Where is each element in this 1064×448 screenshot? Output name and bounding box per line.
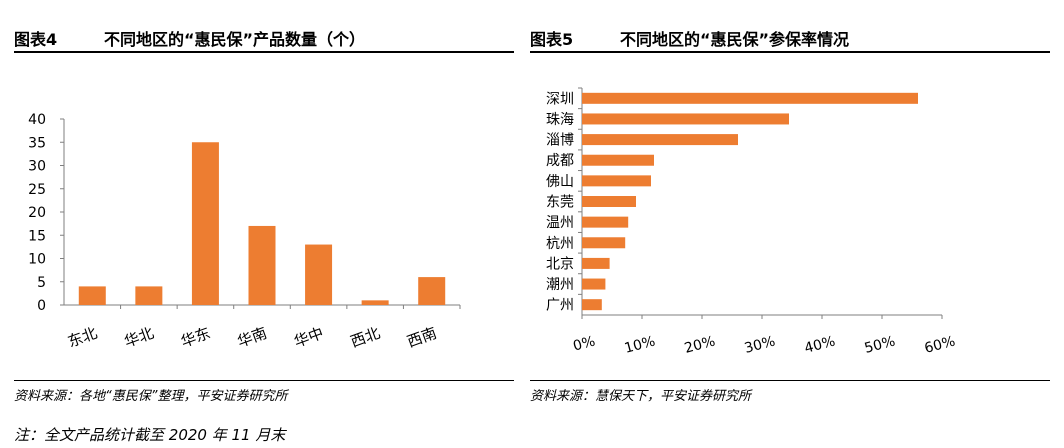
bar-成都 xyxy=(582,154,654,166)
bar-西南 xyxy=(418,277,446,305)
y-tick-label: 25 xyxy=(28,182,46,198)
figure-5-panel: 图表5 不同地区的“惠民保”参保率情况 深圳珠海淄博成都佛山东莞温州杭州北京潮州广… xyxy=(530,0,1050,410)
bar-珠海 xyxy=(582,113,789,125)
y-tick-label: 深圳 xyxy=(546,91,574,107)
y-tick-label: 淄博 xyxy=(546,132,574,149)
figure-4-chart: 0 5 10 15 20 25 30 35 40 东北 华北 华东 华南 华中 西北 西南 xyxy=(28,112,461,351)
y-tick-label: 潮州 xyxy=(546,277,574,293)
y-tick-label: 20 xyxy=(28,205,46,221)
bar-西北 xyxy=(361,300,389,305)
bar-东北 xyxy=(78,286,106,305)
figure-4-title: 图表4 不同地区的“惠民保”产品数量（个） xyxy=(14,26,365,50)
y-tick-label: 35 xyxy=(28,135,46,151)
figure-4-top-rule xyxy=(14,51,514,53)
bar-潮州 xyxy=(582,278,606,290)
y-tick-label: 5 xyxy=(37,275,46,291)
bar-佛山 xyxy=(582,175,651,187)
bar-温州 xyxy=(582,216,629,228)
x-tick-label: 10% xyxy=(623,333,657,357)
y-tick-label: 珠海 xyxy=(546,112,574,128)
y-tick-label: 0 xyxy=(37,298,46,314)
figure-4-bottom-rule xyxy=(14,380,514,381)
figure-4-source: 资料来源：各地“惠民保”整理，平安证券研究所 xyxy=(14,389,288,404)
y-tick-label: 东莞 xyxy=(546,195,574,211)
x-tick-label: 东北 xyxy=(65,324,99,351)
bar-淄博 xyxy=(582,134,738,146)
y-tick-label: 15 xyxy=(28,228,46,244)
x-tick-label: 华东 xyxy=(178,324,212,351)
x-tick-label: 30% xyxy=(743,333,777,357)
figure-4-panel: 图表4 不同地区的“惠民保”产品数量（个） 0 5 10 15 20 25 30 35 40 东北华… xyxy=(14,0,514,410)
bar-深圳 xyxy=(582,92,918,104)
y-tick-label: 30 xyxy=(28,159,46,175)
bar-广州 xyxy=(582,299,602,311)
x-tick-label: 60% xyxy=(923,333,957,357)
bar-北京 xyxy=(582,257,610,269)
x-tick-label: 0% xyxy=(571,333,597,354)
footnote: 注：全文产品统计截至 2020 年 11 月末 xyxy=(14,426,286,444)
x-tick-label: 华北 xyxy=(122,324,156,351)
y-tick-label: 40 xyxy=(28,112,46,128)
figure-5-top-rule xyxy=(530,51,1050,53)
figure-4-number: 图表4 xyxy=(14,30,58,49)
x-tick-label: 西南 xyxy=(405,324,439,351)
figure-5-source: 资料来源：慧保天下，平安证券研究所 xyxy=(530,389,752,404)
y-tick-label: 10 xyxy=(28,252,46,268)
bar-华北 xyxy=(135,286,163,305)
figure-5-title: 图表5 不同地区的“惠民保”参保率情况 xyxy=(530,26,849,50)
bar-华中 xyxy=(305,244,333,305)
figure-5-number: 图表5 xyxy=(530,30,574,49)
y-tick-label: 广州 xyxy=(546,298,574,314)
y-tick-label: 北京 xyxy=(546,256,574,272)
figure-5-bottom-rule xyxy=(530,380,1050,381)
x-tick-label: 20% xyxy=(683,333,717,357)
x-tick-label: 华中 xyxy=(292,324,326,351)
x-tick-label: 西北 xyxy=(348,324,382,351)
figure-4-title-text: 不同地区的“惠民保”产品数量（个） xyxy=(104,30,366,49)
x-tick-label: 40% xyxy=(803,333,837,357)
y-tick-label: 杭州 xyxy=(546,236,574,252)
x-tick-label: 华南 xyxy=(235,324,269,351)
x-tick-label: 50% xyxy=(863,333,897,357)
y-tick-label: 温州 xyxy=(546,215,574,231)
y-tick-label: 成都 xyxy=(546,153,574,169)
bar-东莞 xyxy=(582,196,636,207)
bar-杭州 xyxy=(582,237,626,249)
bar-华东 xyxy=(191,142,219,305)
y-tick-label: 佛山 xyxy=(546,174,574,190)
figure-5-title-text: 不同地区的“惠民保”参保率情况 xyxy=(620,30,850,49)
bar-华南 xyxy=(248,225,276,305)
